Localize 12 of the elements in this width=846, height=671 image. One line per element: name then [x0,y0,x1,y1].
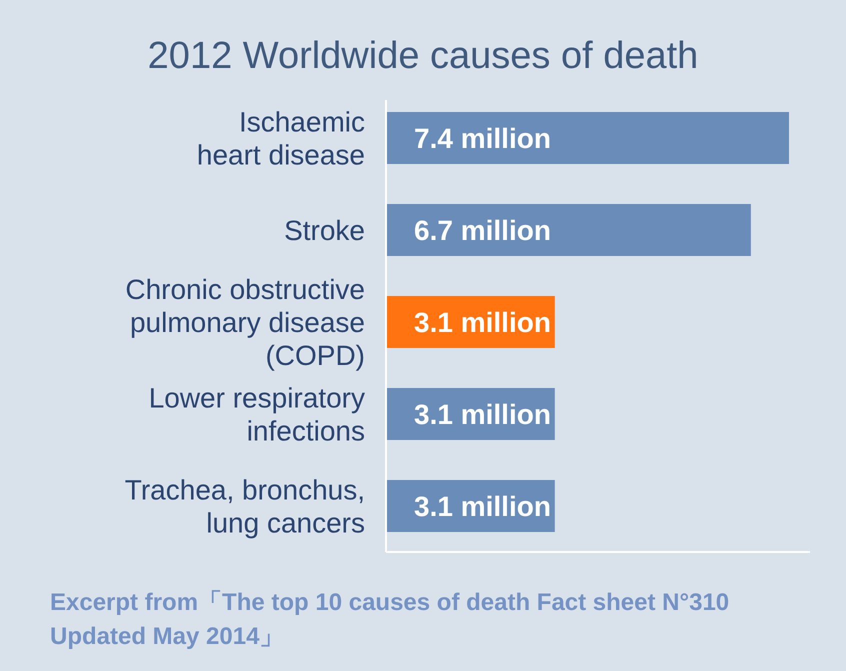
y-tick-label: Chronic obstructive pulmonary disease (COPD) [125,274,365,371]
chart-title: 2012 Worldwide causes of death [148,35,698,77]
text: Excerpt from「The top 10 causes of death Fact sheet N°310 Updated May 2014」 [50,589,730,650]
data-label: 3.1 million [414,307,551,338]
data-label: 3.1 million [414,491,551,522]
y-tick-label: Trachea, bronchus, lung cancers [124,474,365,538]
data-label: 3.1 million [414,399,551,430]
data-label: 7.4 million [414,123,551,154]
y-tick-label: Ischaemic heart disease [196,106,365,170]
y-tick-label: Stroke [284,215,365,246]
data-label: 6.7 million [414,215,551,246]
y-tick-label: Lower respiratory infections [148,382,365,446]
